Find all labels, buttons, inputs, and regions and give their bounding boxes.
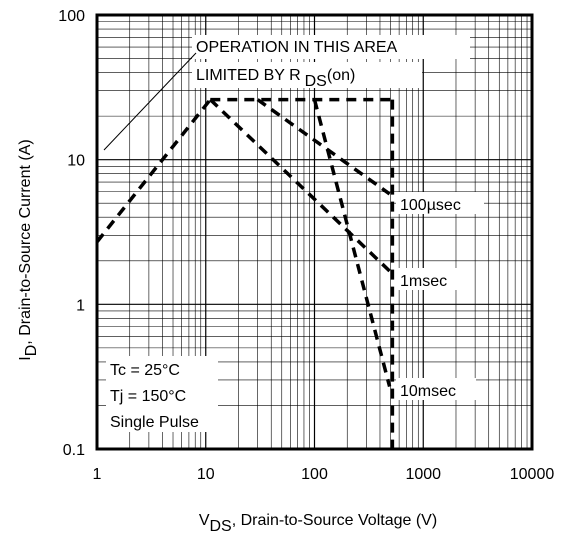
label-bg-100us [396,192,484,214]
condition-pulse: Single Pulse [110,414,199,431]
condition-tj: Tj = 150°C [110,388,186,405]
series-label-100us: 100µsec [400,197,461,214]
x-tick-label: 10 [197,466,215,483]
condition-tc: Tc = 25°C [110,362,180,379]
x-tick-label: 1000 [405,466,441,483]
series-label-1ms: 1msec [400,273,447,290]
series-line-0 [95,98,212,243]
annotation-line-1: OPERATION IN THIS AREA [196,39,398,56]
label-bg-10ms [396,378,476,400]
annotation-bg-2 [192,62,422,88]
x-tick-label: 1 [93,466,102,483]
y-axis-label: ID, Drain-to-Source Current (A) [17,139,40,360]
tick-labels: 1 10 100 1000 10000 0.1 1 10 100 [58,8,554,483]
plot-frame [95,13,534,451]
rds-annotation: OPERATION IN THIS AREA LIMITED BY R DS(on… [103,35,470,151]
x-axis-label: VDS, Drain-to-Source Voltage (V) [199,512,437,533]
series-labels: 100µsec 1msec 10msec [396,192,484,400]
series-layer [95,97,395,449]
annotation-bg-1 [192,35,470,59]
label-bg-1ms [396,268,468,290]
conditions-bg [106,356,218,432]
series-line-5 [312,99,392,388]
annotation-line-2: LIMITED BY R DS(on) [196,67,355,90]
x-tick-label: 10000 [510,466,555,483]
y-tick-label: 10 [67,153,85,170]
conditions-box: Tc = 25°C Tj = 150°C Single Pulse [106,356,218,432]
y-tick-label: 100 [58,8,85,25]
y-tick-label: 0.1 [63,442,85,459]
x-tick-label: 100 [301,466,328,483]
series-label-10ms: 10msec [400,383,456,400]
y-tick-label: 1 [76,297,85,314]
series-line-3 [256,98,391,196]
series-line-4 [209,98,391,273]
annotation-pointer [103,52,197,151]
